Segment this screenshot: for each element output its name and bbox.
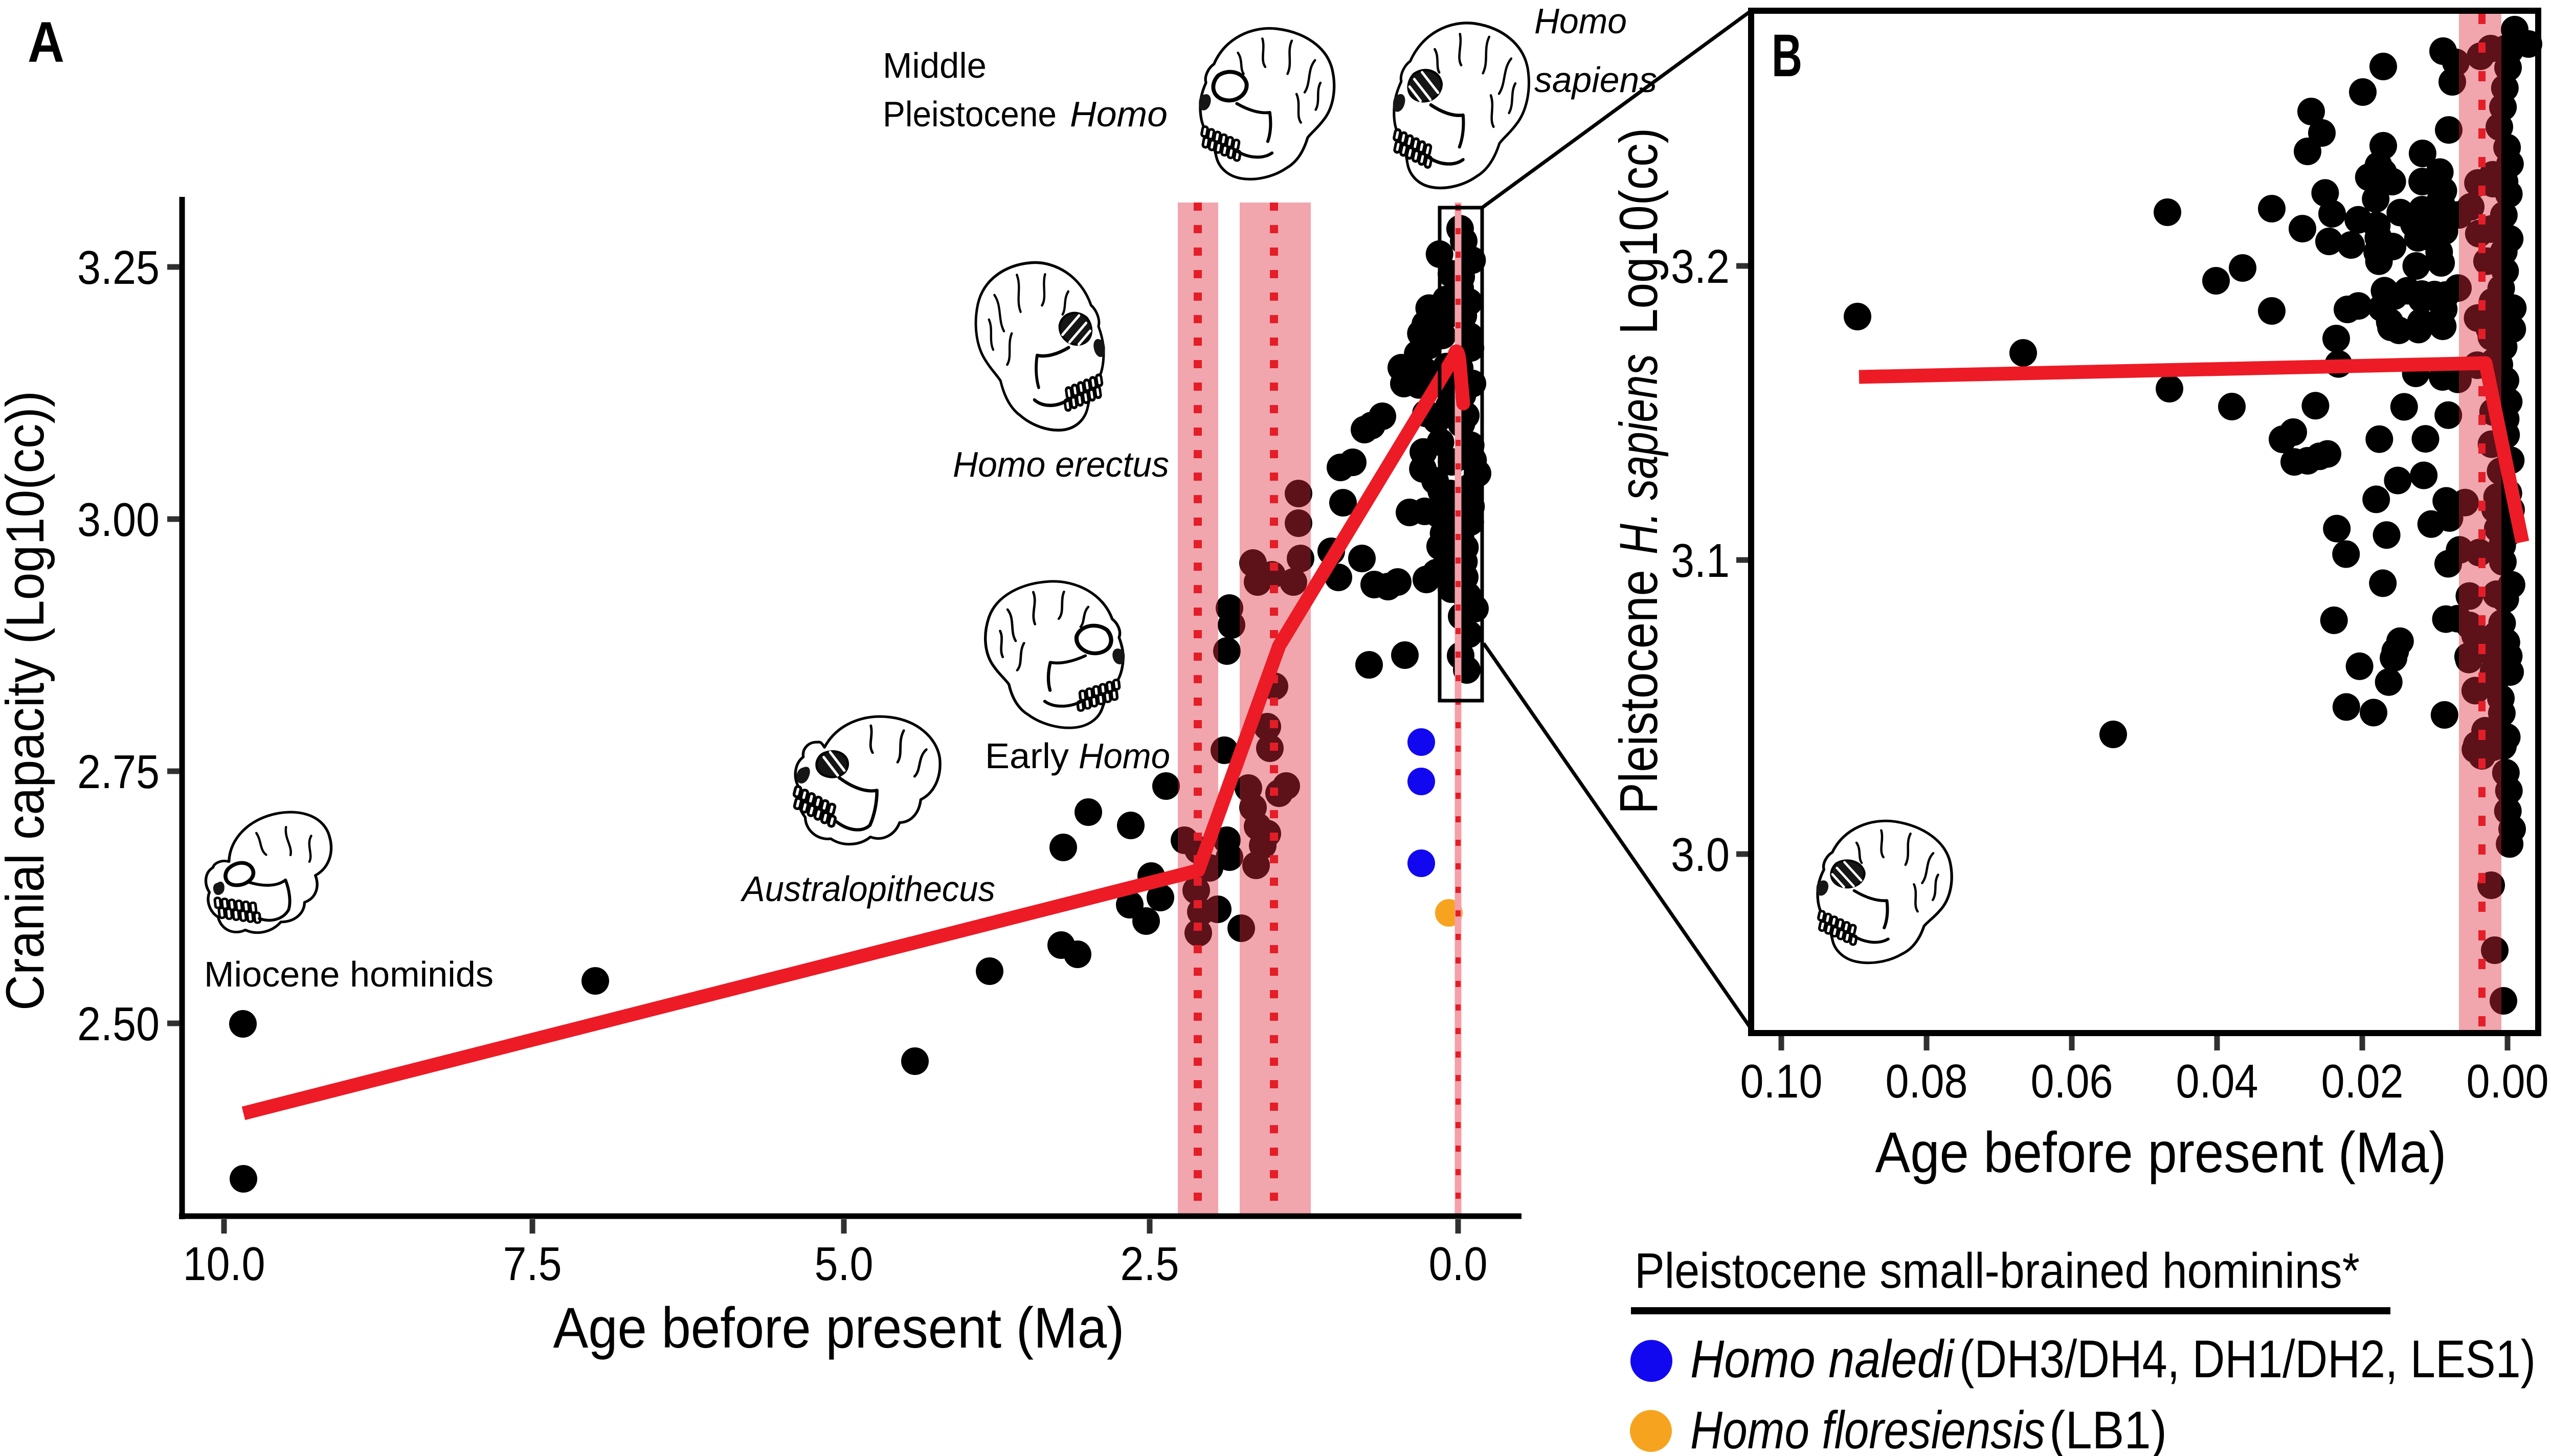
svg-text:Cranial capacity (Log10(cc)): Cranial capacity (Log10(cc)) xyxy=(0,391,55,1011)
svg-text:3.00: 3.00 xyxy=(77,493,160,546)
svg-text:0.06: 0.06 xyxy=(2031,1055,2113,1108)
svg-text:Australopithecus: Australopithecus xyxy=(740,869,995,909)
svg-text:Homo erectus: Homo erectus xyxy=(953,444,1169,484)
svg-text:Homo: Homo xyxy=(1079,736,1170,776)
svg-text:Pleistocene: Pleistocene xyxy=(1609,570,1669,814)
svg-text:0.00: 0.00 xyxy=(2467,1055,2549,1108)
svg-text:sapiens: sapiens xyxy=(1534,60,1657,100)
svg-text:(LB1): (LB1) xyxy=(2049,1401,2167,1456)
svg-text:Pleistocene: Pleistocene xyxy=(883,94,1057,134)
svg-text:7.5: 7.5 xyxy=(503,1237,562,1290)
svg-text:Homo: Homo xyxy=(1534,1,1627,41)
svg-text:Middle: Middle xyxy=(883,46,987,85)
svg-text:0.04: 0.04 xyxy=(2176,1055,2258,1108)
svg-text:5.0: 5.0 xyxy=(815,1237,874,1290)
svg-text:2.50: 2.50 xyxy=(77,997,160,1050)
svg-text:Homo naledi: Homo naledi xyxy=(1690,1330,1955,1389)
svg-text:0.0: 0.0 xyxy=(1429,1237,1488,1290)
svg-text:10.0: 10.0 xyxy=(183,1237,265,1290)
svg-text:Pleistocene small-brained homi: Pleistocene small-brained hominins* xyxy=(1635,1243,2360,1298)
svg-text:3.1: 3.1 xyxy=(1671,534,1730,587)
svg-text:Age before present (Ma): Age before present (Ma) xyxy=(553,1296,1125,1360)
svg-text:Early: Early xyxy=(985,736,1069,776)
svg-text:(DH3/DH4, DH1/DH2, LES1): (DH3/DH4, DH1/DH2, LES1) xyxy=(1959,1330,2536,1389)
svg-text:3.0: 3.0 xyxy=(1671,828,1730,881)
svg-text:A: A xyxy=(28,10,64,74)
svg-text:Log10(cc): Log10(cc) xyxy=(1609,128,1669,334)
svg-text:Homo floresiensis: Homo floresiensis xyxy=(1690,1401,2045,1456)
svg-text:0.02: 0.02 xyxy=(2321,1055,2404,1108)
svg-text:0.08: 0.08 xyxy=(1886,1055,1968,1108)
svg-text:Homo: Homo xyxy=(1070,94,1168,134)
svg-text:Age before present (Ma): Age before present (Ma) xyxy=(1875,1121,2447,1184)
svg-text:H. sapiens: H. sapiens xyxy=(1609,354,1669,554)
svg-text:2.75: 2.75 xyxy=(77,745,160,798)
svg-text:3.25: 3.25 xyxy=(77,241,160,294)
svg-text:3.2: 3.2 xyxy=(1671,240,1730,293)
svg-text:0.10: 0.10 xyxy=(1740,1055,1823,1108)
svg-text:Miocene hominids: Miocene hominids xyxy=(204,954,494,994)
svg-text:B: B xyxy=(1772,22,1802,89)
svg-text:2.5: 2.5 xyxy=(1121,1237,1179,1290)
